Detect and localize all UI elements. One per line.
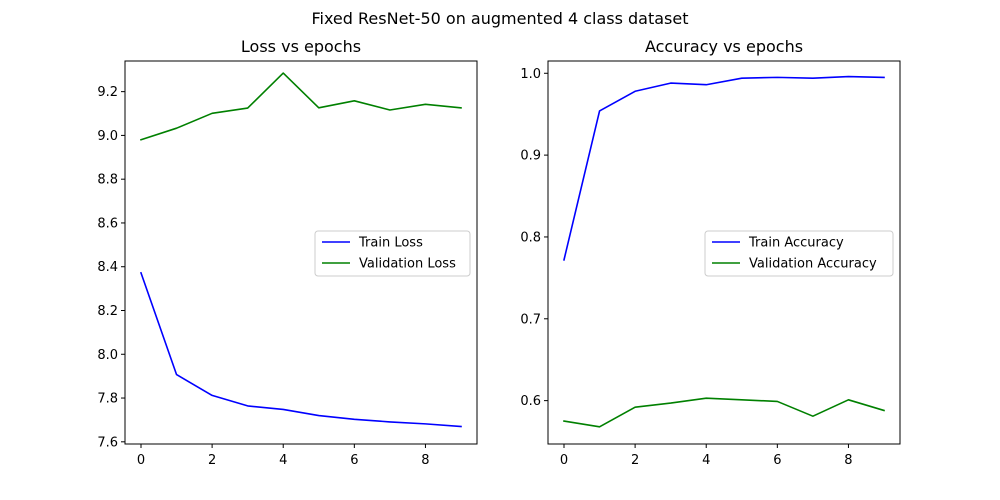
accuracy-x-tick-label: 8 — [844, 453, 852, 468]
loss-y-tick-label: 8.2 — [97, 304, 118, 319]
loss-axes-frame — [124, 60, 478, 445]
loss-y-tick-label: 8.0 — [97, 348, 118, 363]
accuracy-legend: Train Accuracy Validation Accuracy — [704, 230, 894, 277]
loss-x-tick-label: 2 — [208, 453, 216, 468]
loss-chart-title: Loss vs epochs — [241, 37, 361, 56]
loss-y-tick-label: 8.4 — [97, 260, 118, 275]
loss-x-tick-label: 4 — [279, 453, 287, 468]
loss-legend: Train Loss Validation Loss — [314, 230, 471, 277]
loss-legend-box — [314, 230, 471, 277]
accuracy-legend-box — [704, 230, 894, 277]
accuracy-series-line-0 — [563, 75, 885, 261]
loss-x-tick-label: 8 — [421, 453, 429, 468]
figure-suptitle: Fixed ResNet-50 on augmented 4 class dat… — [311, 9, 688, 28]
accuracy-x-tick-label: 0 — [560, 453, 568, 468]
loss-series-line-0 — [139, 271, 462, 428]
accuracy-y-tick-label: 0.8 — [520, 230, 541, 245]
accuracy-chart: Accuracy vs epochs 0 2 4 6 8 0.6 0.7 0.8 0.9 1.0 T… — [520, 37, 901, 468]
accuracy-series-line-1 — [563, 397, 885, 428]
accuracy-y-tick-label: 0.9 — [520, 149, 541, 164]
loss-chart: Loss vs epochs 0 2 4 6 8 7.6 7.8 8.0 8.2 8.4 8.6 8.… — [97, 37, 478, 468]
accuracy-chart-title: Accuracy vs epochs — [645, 37, 803, 56]
loss-x-tick-label: 6 — [350, 453, 358, 468]
accuracy-axes-frame — [547, 60, 901, 445]
loss-y-tick-label: 7.6 — [97, 435, 118, 450]
accuracy-y-tick-label: 0.6 — [520, 394, 541, 409]
loss-legend-label-0: Train Loss — [358, 236, 423, 251]
accuracy-legend-label-1: Validation Accuracy — [749, 257, 877, 272]
accuracy-legend-label-0: Train Accuracy — [748, 236, 844, 251]
accuracy-x-tick-label: 6 — [773, 453, 781, 468]
accuracy-y-tick-label: 1.0 — [520, 67, 541, 82]
loss-y-tick-label: 9.2 — [97, 85, 118, 100]
accuracy-x-tick-label: 2 — [631, 453, 639, 468]
accuracy-x-tick-label: 4 — [702, 453, 710, 468]
loss-y-tick-label: 8.6 — [97, 216, 118, 231]
loss-y-tick-label: 7.8 — [97, 392, 118, 407]
loss-x-tick-label: 0 — [137, 453, 145, 468]
loss-y-tick-label: 9.0 — [97, 129, 118, 144]
loss-series-line-1 — [139, 72, 462, 141]
loss-y-tick-label: 8.8 — [97, 173, 118, 188]
loss-legend-label-1: Validation Loss — [359, 257, 456, 272]
accuracy-y-tick-label: 0.7 — [520, 312, 541, 327]
